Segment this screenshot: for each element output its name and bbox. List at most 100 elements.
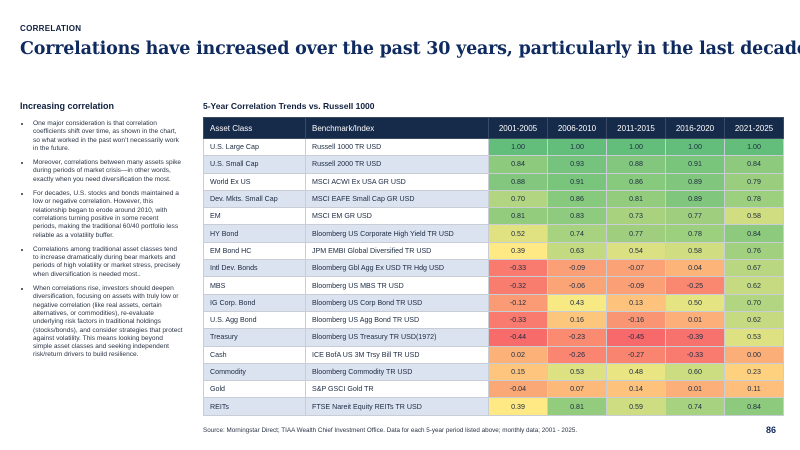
- correlation-value-cell: 0.86: [547, 189, 607, 209]
- correlation-value-cell: 0.81: [488, 207, 548, 226]
- correlation-value-cell: 0.54: [606, 241, 666, 261]
- correlation-value-cell: 0.91: [665, 155, 725, 174]
- correlation-value-cell: 0.93: [547, 155, 607, 174]
- correlation-value-cell: 0.70: [724, 293, 784, 312]
- correlation-value-cell: -0.09: [547, 259, 607, 278]
- correlation-value-cell: 0.53: [724, 328, 784, 347]
- correlation-value-cell: 0.89: [665, 189, 725, 209]
- correlation-value-cell: 0.43: [547, 293, 607, 312]
- correlation-value-cell: 0.13: [606, 293, 666, 312]
- sidebar-panel: Increasing correlation One major conside…: [20, 101, 183, 366]
- correlation-value-cell: -0.25: [665, 276, 725, 295]
- correlation-value-cell: 0.59: [606, 397, 666, 416]
- bullet-item: When correlations rise, investors should…: [31, 285, 183, 360]
- correlation-value-cell: 1.00: [724, 137, 784, 157]
- correlation-value-cell: 0.14: [606, 380, 666, 399]
- correlation-value-cell: -0.12: [488, 293, 548, 312]
- table-row: Intl Dev. Bonds Bloomberg Gbl Agg Ex USD …: [203, 259, 784, 278]
- benchmark-cell: MSCI EAFE Small Cap GR USD: [305, 189, 489, 209]
- benchmark-cell: FTSE Nareit Equity REITs TR USD: [305, 397, 489, 416]
- benchmark-cell: Bloomberg US Treasury TR USD(1972): [305, 328, 489, 347]
- correlation-value-cell: 0.77: [606, 224, 666, 243]
- asset-class-cell: REITs: [203, 397, 306, 416]
- correlation-value-cell: 0.81: [547, 397, 607, 416]
- correlation-value-cell: 0.50: [665, 293, 725, 312]
- correlation-value-cell: -0.04: [488, 380, 548, 399]
- correlation-value-cell: 0.02: [488, 345, 548, 364]
- table-row: HY Bond Bloomberg US Corporate High Yield…: [203, 224, 784, 243]
- correlation-value-cell: 0.60: [665, 362, 725, 382]
- correlation-value-cell: 0.62: [724, 276, 784, 295]
- correlation-value-cell: 1.00: [606, 137, 666, 157]
- asset-class-cell: EM Bond HC: [203, 241, 306, 261]
- table-row: MBS Bloomberg US MBS TR USD -0.32 -0.06 -0.0…: [203, 276, 784, 295]
- correlation-value-cell: -0.16: [606, 310, 666, 330]
- correlation-value-cell: -0.26: [547, 345, 607, 364]
- asset-class-cell: Gold: [203, 380, 306, 399]
- column-header-period: 2021-2025: [724, 117, 784, 139]
- asset-class-cell: Cash: [203, 345, 306, 364]
- bullet-list: One major consideration is that correlat…: [20, 120, 183, 360]
- benchmark-cell: Bloomberg Commodity TR USD: [305, 362, 489, 382]
- sidebar-title: Increasing correlation: [20, 101, 115, 111]
- correlation-value-cell: 0.01: [665, 380, 725, 399]
- correlation-value-cell: 0.52: [488, 224, 548, 243]
- asset-class-cell: EM: [203, 207, 306, 226]
- correlation-value-cell: 0.74: [547, 224, 607, 243]
- benchmark-cell: Bloomberg US Corp Bond TR USD: [305, 293, 489, 312]
- correlation-value-cell: 0.73: [606, 207, 666, 226]
- benchmark-cell: Russell 1000 TR USD: [305, 137, 489, 157]
- correlation-value-cell: -0.06: [547, 276, 607, 295]
- table-body: U.S. Large Cap Russell 1000 TR USD 1.00 1.0…: [203, 137, 784, 416]
- asset-class-cell: World Ex US: [203, 172, 306, 191]
- correlation-value-cell: 0.83: [547, 207, 607, 226]
- bullet-item: Correlations among traditional asset cla…: [31, 246, 183, 279]
- column-header-period: 2006-2010: [547, 117, 607, 139]
- correlation-value-cell: -0.27: [606, 345, 666, 364]
- correlation-value-cell: 0.00: [724, 345, 784, 364]
- correlation-value-cell: 0.70: [488, 189, 548, 209]
- table-row: U.S. Large Cap Russell 1000 TR USD 1.00 1.0…: [203, 137, 784, 157]
- bullet-item: Moreover, correlations between many asse…: [31, 159, 183, 184]
- asset-class-cell: Dev. Mkts. Small Cap: [203, 189, 306, 209]
- correlation-value-cell: 0.78: [724, 189, 784, 209]
- correlation-value-cell: -0.45: [606, 328, 666, 347]
- table-row: EM MSCI EM GR USD 0.81 0.83 0.73 0.77 0.58: [203, 207, 784, 226]
- table-row: World Ex US MSCI ACWI Ex USA GR USD 0.88 0.…: [203, 172, 784, 191]
- correlation-value-cell: 0.53: [547, 362, 607, 382]
- correlation-value-cell: 0.23: [724, 362, 784, 382]
- table-row: EM Bond HC JPM EMBI Global Diversified TR…: [203, 241, 784, 261]
- bullet-item: For decades, U.S. stocks and bonds maint…: [31, 190, 183, 240]
- correlation-value-cell: -0.39: [665, 328, 725, 347]
- benchmark-cell: Russell 2000 TR USD: [305, 155, 489, 174]
- correlation-value-cell: 0.91: [547, 172, 607, 191]
- table-row: IG Corp. Bond Bloomberg US Corp Bond TR U…: [203, 293, 784, 312]
- section-kicker: CORRELATION: [20, 24, 82, 33]
- column-header-benchmark: Benchmark/Index: [305, 117, 489, 139]
- correlation-value-cell: 0.58: [665, 241, 725, 261]
- asset-class-cell: U.S. Agg Bond: [203, 310, 306, 330]
- correlation-value-cell: 0.48: [606, 362, 666, 382]
- source-note: Source: Morningstar Direct; TIAA Wealth …: [203, 427, 578, 434]
- correlation-value-cell: 0.04: [665, 259, 725, 278]
- benchmark-cell: S&P GSCI Gold TR: [305, 380, 489, 399]
- table-title: 5-Year Correlation Trends vs. Russell 10…: [203, 101, 375, 111]
- correlation-value-cell: 0.58: [724, 207, 784, 226]
- asset-class-cell: Treasury: [203, 328, 306, 347]
- table-row: U.S. Agg Bond Bloomberg US Agg Bond TR US…: [203, 310, 784, 330]
- asset-class-cell: U.S. Large Cap: [203, 137, 306, 157]
- benchmark-cell: ICE BofA US 3M Trsy Bill TR USD: [305, 345, 489, 364]
- correlation-value-cell: 0.74: [665, 397, 725, 416]
- column-header-period: 2016-2020: [665, 117, 725, 139]
- correlation-value-cell: 0.81: [606, 189, 666, 209]
- correlation-value-cell: 0.86: [606, 172, 666, 191]
- table-row: Gold S&P GSCI Gold TR -0.04 0.07 0.14 0.01 0.1…: [203, 380, 784, 399]
- correlation-value-cell: -0.44: [488, 328, 548, 347]
- correlation-value-cell: 0.84: [724, 155, 784, 174]
- benchmark-cell: MSCI EM GR USD: [305, 207, 489, 226]
- correlation-value-cell: 0.84: [724, 397, 784, 416]
- correlation-value-cell: 0.01: [665, 310, 725, 330]
- page-title: Correlations have increased over the pas…: [20, 39, 800, 59]
- correlation-value-cell: -0.33: [488, 310, 548, 330]
- benchmark-cell: Bloomberg US Corporate High Yield TR USD: [305, 224, 489, 243]
